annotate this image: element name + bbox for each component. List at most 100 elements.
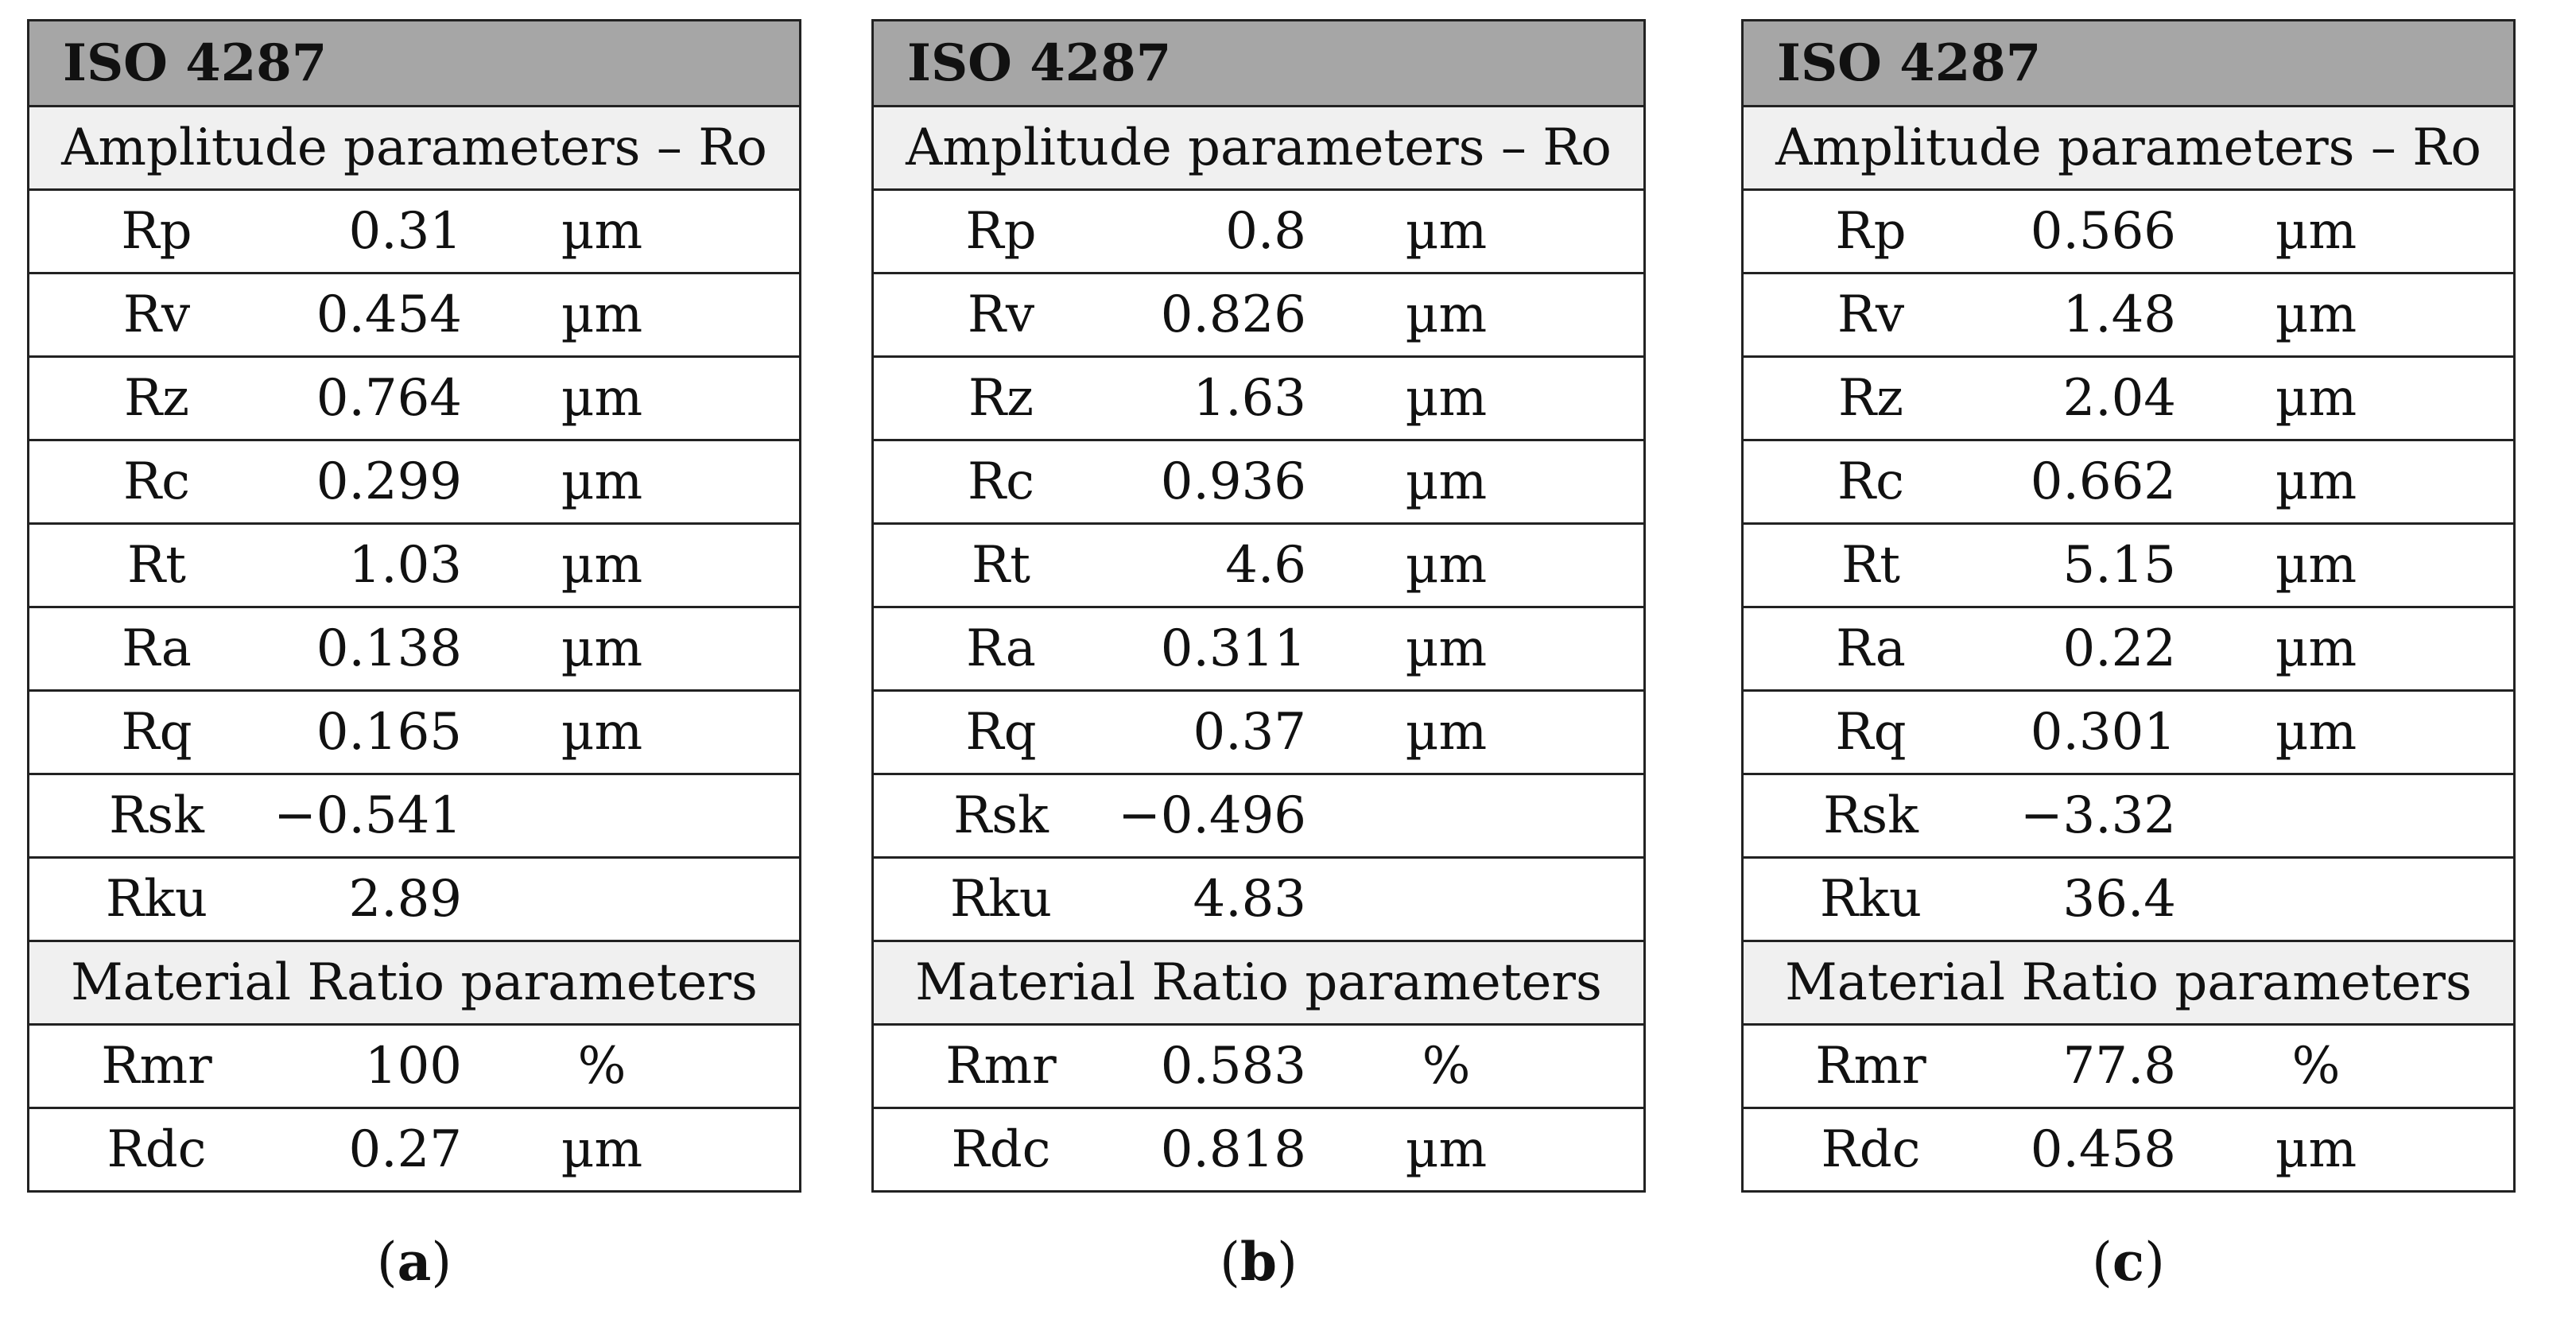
- param-name: Rc: [967, 452, 1035, 511]
- table-row: Rku 2.89: [29, 856, 799, 940]
- param-name: Rku: [1819, 870, 1922, 929]
- param-name: Rp: [121, 202, 192, 261]
- table-row: Ra 0.138 µm: [29, 606, 799, 689]
- param-value: 0.311: [1160, 619, 1306, 678]
- param-name: Rmr: [101, 1037, 212, 1096]
- table-title: ISO 4287: [1744, 21, 2513, 105]
- param-unit: µm: [2275, 1120, 2357, 1179]
- param-name: Ra: [966, 619, 1036, 678]
- table-row: Rdc 0.458 µm: [1744, 1107, 2513, 1190]
- param-unit: µm: [2275, 703, 2357, 762]
- param-value: 4.83: [1193, 870, 1307, 929]
- param-name: Ra: [1836, 619, 1906, 678]
- material-section-header: Material Ratio parameters: [29, 940, 799, 1023]
- table-row: Rv 1.48 µm: [1744, 272, 2513, 355]
- table-title: ISO 4287: [29, 21, 799, 105]
- param-name: Rt: [1841, 536, 1900, 595]
- param-name: Rz: [124, 369, 189, 428]
- parameter-table-a: ISO 4287 Amplitude parameters – Ro Rp 0.3…: [27, 19, 801, 1193]
- param-name: Rv: [1837, 285, 1905, 344]
- param-unit: %: [2291, 1037, 2341, 1096]
- param-name: Rc: [1837, 452, 1905, 511]
- table-row: Rp 0.8 µm: [874, 188, 1643, 272]
- param-name: Rt: [127, 536, 186, 595]
- param-unit: µm: [561, 1120, 643, 1179]
- caption-open-paren: (: [1220, 1232, 1240, 1293]
- param-unit: µm: [561, 619, 643, 678]
- table-row: Rdc 0.818 µm: [874, 1107, 1643, 1190]
- param-unit: µm: [561, 285, 643, 344]
- param-value: −3.32: [2019, 786, 2176, 845]
- param-unit: µm: [2275, 369, 2357, 428]
- amplitude-section-header: Amplitude parameters – Ro: [29, 105, 799, 188]
- param-unit: µm: [2275, 536, 2357, 595]
- param-name: Rq: [1835, 703, 1907, 762]
- material-section-header: Material Ratio parameters: [1744, 940, 2513, 1023]
- param-name: Ra: [122, 619, 192, 678]
- param-value: 0.566: [2030, 202, 2176, 261]
- table-row: Rsk −3.32: [1744, 773, 2513, 856]
- table-row: Rq 0.37 µm: [874, 689, 1643, 773]
- param-value: 0.37: [1193, 703, 1307, 762]
- param-name: Rmr: [1815, 1037, 1926, 1096]
- table-row: Rq 0.165 µm: [29, 689, 799, 773]
- param-value: 0.764: [316, 369, 462, 428]
- param-name: Rc: [122, 452, 191, 511]
- param-unit: µm: [1405, 202, 1488, 261]
- table-row: Rt 4.6 µm: [874, 522, 1643, 606]
- param-name: Rku: [105, 870, 208, 929]
- param-value: 0.165: [316, 703, 462, 762]
- param-value: 1.63: [1193, 369, 1307, 428]
- param-value: 0.454: [316, 285, 462, 344]
- param-name: Rt: [972, 536, 1030, 595]
- table-row: Rz 0.764 µm: [29, 355, 799, 439]
- param-value: 0.458: [2030, 1120, 2176, 1179]
- table-row: Rku 36.4: [1744, 856, 2513, 940]
- param-value: 0.299: [316, 452, 462, 511]
- table-row: Rsk −0.541: [29, 773, 799, 856]
- table-row: Rq 0.301 µm: [1744, 689, 2513, 773]
- table-row: Rmr 0.583%: [874, 1023, 1643, 1107]
- table-row: Rz 2.04 µm: [1744, 355, 2513, 439]
- table-row: Rv 0.826 µm: [874, 272, 1643, 355]
- param-value: 0.583: [1160, 1037, 1306, 1096]
- param-unit: µm: [1405, 536, 1488, 595]
- param-name: Rp: [965, 202, 1037, 261]
- table-row: Rmr 100%: [29, 1023, 799, 1107]
- param-unit: %: [577, 1037, 627, 1096]
- param-value: 4.6: [1225, 536, 1306, 595]
- param-unit: µm: [1405, 369, 1488, 428]
- param-value: 2.04: [2062, 369, 2177, 428]
- param-value: 1.03: [348, 536, 463, 595]
- param-value: 0.826: [1160, 285, 1306, 344]
- param-unit: µm: [1405, 285, 1488, 344]
- table-row: Rc 0.299 µm: [29, 439, 799, 522]
- param-unit: µm: [2275, 202, 2357, 261]
- param-unit: µm: [561, 369, 643, 428]
- param-value: 0.31: [348, 202, 463, 261]
- table-row: Ra 0.22 µm: [1744, 606, 2513, 689]
- table-row: Rp 0.566 µm: [1744, 188, 2513, 272]
- caption-letter: b: [1240, 1231, 1278, 1293]
- amplitude-section-header: Amplitude parameters – Ro: [874, 105, 1643, 188]
- param-unit: µm: [1405, 703, 1488, 762]
- param-name: Rq: [965, 703, 1037, 762]
- caption-close-paren: ): [2144, 1232, 2165, 1293]
- panel-caption-c: (c): [1741, 1231, 2516, 1293]
- param-unit: µm: [561, 202, 643, 261]
- param-value: 2.89: [348, 870, 463, 929]
- amplitude-section-header: Amplitude parameters – Ro: [1744, 105, 2513, 188]
- param-name: Rdc: [1821, 1120, 1921, 1179]
- table-row: Rv 0.454 µm: [29, 272, 799, 355]
- param-name: Rdc: [107, 1120, 207, 1179]
- caption-close-paren: ): [1277, 1232, 1298, 1293]
- panel-caption-a: (a): [27, 1231, 801, 1293]
- param-value: 1.48: [2062, 285, 2177, 344]
- param-value: 0.662: [2030, 452, 2176, 511]
- param-value: 0.8: [1225, 202, 1306, 261]
- table-row: Rsk −0.496: [874, 773, 1643, 856]
- param-unit: µm: [561, 452, 643, 511]
- caption-letter: c: [2112, 1231, 2145, 1293]
- table-row: Rc 0.936 µm: [874, 439, 1643, 522]
- caption-close-paren: ): [431, 1232, 452, 1293]
